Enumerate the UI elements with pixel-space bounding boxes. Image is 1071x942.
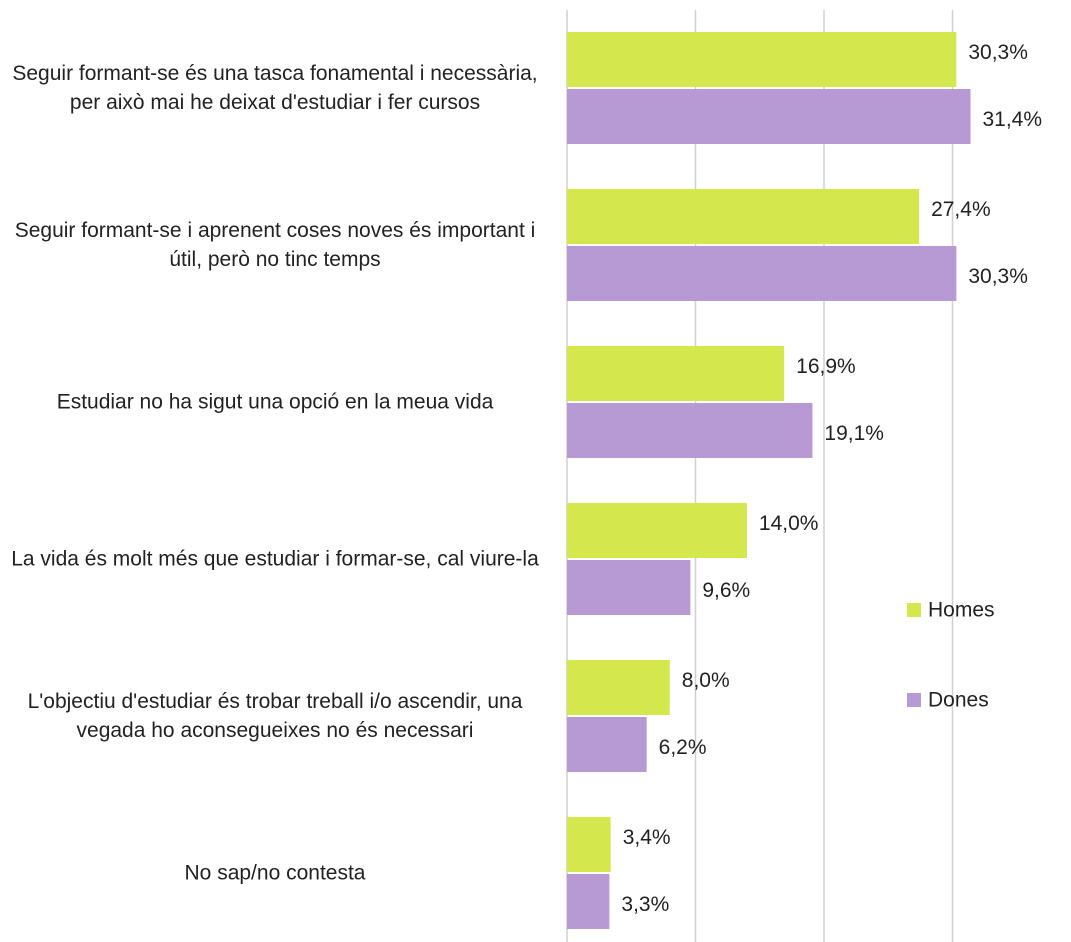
value-label: 27,4% <box>931 198 991 221</box>
category-label: L'objectiu d'estudiar és trobar treball … <box>27 690 523 742</box>
value-label: 3,4% <box>623 826 671 849</box>
bar <box>567 403 813 458</box>
bar <box>567 717 647 772</box>
category-label: La vida és molt més que estudiar i forma… <box>11 547 539 571</box>
bar <box>567 817 611 872</box>
value-label: 8,0% <box>682 669 730 692</box>
legend-swatch <box>907 603 921 617</box>
legend-label: Dones <box>928 689 989 712</box>
bar <box>567 660 670 715</box>
value-label: 30,3% <box>968 41 1028 64</box>
bar <box>567 246 957 301</box>
bar <box>567 189 920 244</box>
value-label: 19,1% <box>824 422 884 445</box>
value-label: 6,2% <box>659 736 707 759</box>
bar <box>567 560 691 615</box>
value-label: 16,9% <box>796 355 856 378</box>
value-label: 3,3% <box>621 893 669 916</box>
bar <box>567 346 785 401</box>
bar <box>567 89 971 144</box>
category-label: Seguir formant-se és una tasca fonamenta… <box>12 62 538 114</box>
value-label: 30,3% <box>968 265 1028 288</box>
bar <box>567 874 610 929</box>
value-label: 31,4% <box>982 108 1042 131</box>
category-label: Estudiar no ha sigut una opció en la meu… <box>56 390 494 414</box>
legend-swatch <box>907 693 921 707</box>
legend-label: Homes <box>928 599 995 622</box>
bar <box>567 503 747 558</box>
value-label: 9,6% <box>702 579 750 602</box>
value-label: 14,0% <box>759 512 819 535</box>
bar <box>567 32 957 87</box>
category-label: Seguir formant-se i aprenent coses noves… <box>14 219 536 271</box>
category-label: No sap/no contesta <box>184 861 366 885</box>
